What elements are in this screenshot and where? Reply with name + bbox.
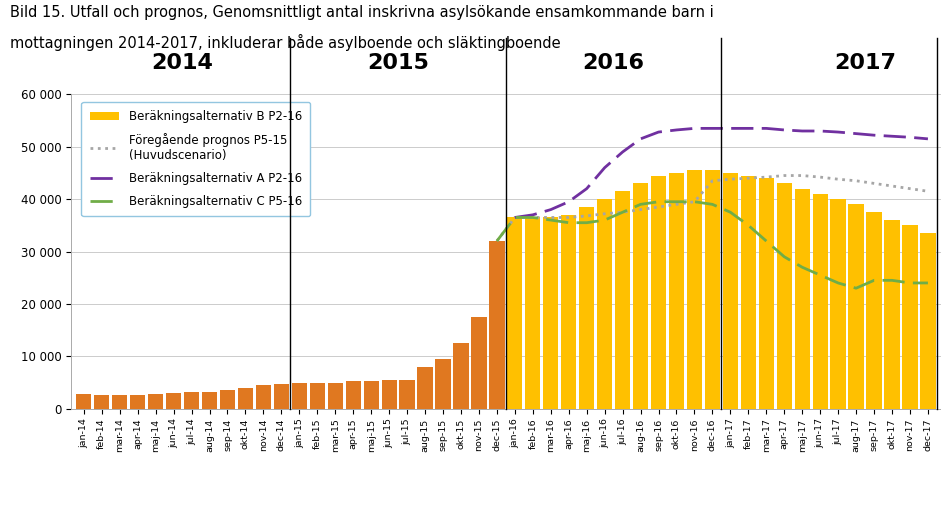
Bar [597, 199, 613, 409]
Bar [471, 317, 486, 409]
Bar [759, 178, 774, 409]
Text: 2014: 2014 [152, 53, 214, 73]
Bar [651, 176, 666, 409]
Bar [812, 194, 827, 409]
Bar [830, 199, 846, 409]
Bar [507, 217, 522, 409]
Bar [741, 176, 756, 409]
Bar [130, 395, 145, 409]
Bar [76, 394, 91, 409]
Bar [633, 183, 648, 409]
Text: 2016: 2016 [582, 53, 645, 73]
Text: 2017: 2017 [834, 53, 896, 73]
Bar [794, 189, 809, 409]
Bar [256, 385, 271, 409]
Bar [921, 233, 936, 409]
Bar [525, 217, 541, 409]
Bar [705, 170, 720, 409]
Bar [202, 392, 218, 409]
Bar [382, 380, 397, 409]
Legend: Beräkningsalternativ B P2-16, Föregående prognos P5-15
(Huvudscenario), Beräknin: Beräkningsalternativ B P2-16, Föregående… [82, 102, 311, 216]
Bar [166, 393, 181, 409]
Bar [580, 207, 595, 409]
Bar [723, 173, 738, 409]
Bar [292, 383, 307, 409]
Bar [219, 390, 236, 409]
Bar [687, 170, 702, 409]
Bar [238, 388, 253, 409]
Bar [669, 173, 684, 409]
Bar [489, 241, 504, 409]
Bar [399, 380, 415, 409]
Bar [148, 394, 163, 409]
Bar [866, 212, 882, 409]
Text: Bild 15. Utfall och prognos, Genomsnittligt antal inskrivna asylsökande ensamkom: Bild 15. Utfall och prognos, Genomsnittl… [10, 5, 713, 20]
Bar [435, 359, 450, 409]
Bar [184, 392, 200, 409]
Bar [94, 395, 109, 409]
Bar [112, 395, 127, 409]
Text: mottagningen 2014-2017, inkluderar både asylboende och släktingboende: mottagningen 2014-2017, inkluderar både … [10, 34, 560, 51]
Bar [615, 191, 630, 409]
Bar [543, 217, 559, 409]
Bar [274, 384, 289, 409]
Bar [346, 381, 361, 409]
Bar [902, 225, 918, 409]
Bar [561, 215, 577, 409]
Text: 2015: 2015 [368, 53, 429, 73]
Bar [310, 383, 325, 409]
Bar [884, 220, 900, 409]
Bar [364, 381, 379, 409]
Bar [848, 204, 864, 409]
Bar [453, 343, 468, 409]
Bar [776, 183, 792, 409]
Bar [328, 383, 343, 409]
Bar [417, 367, 432, 409]
